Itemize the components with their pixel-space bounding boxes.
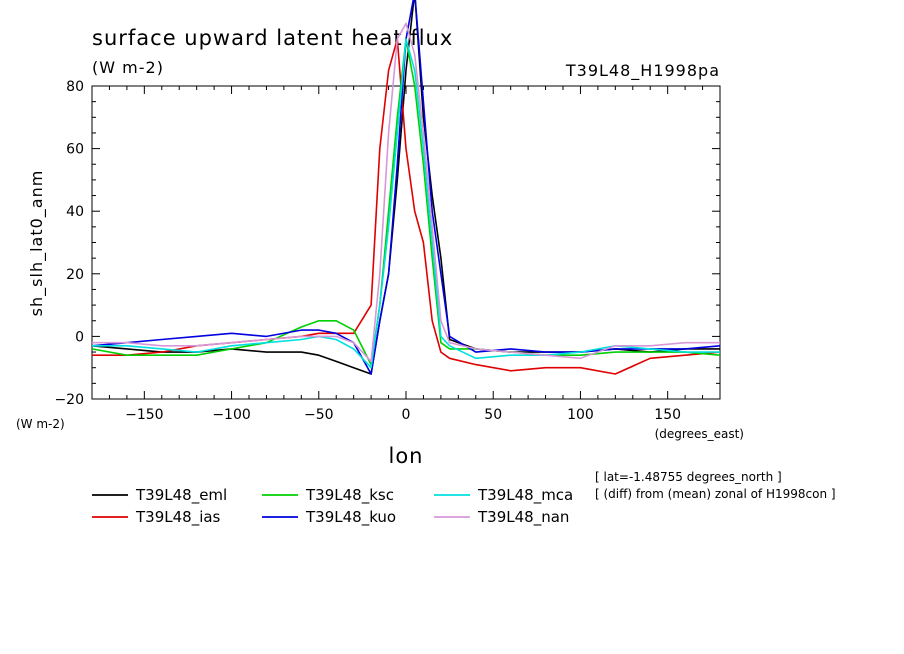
legend-label: T39L48_kuo bbox=[305, 508, 396, 527]
chart-title: surface upward latent heat flux bbox=[92, 26, 453, 50]
annotation-latitude: [ lat=-1.48755 degrees_north ] bbox=[595, 470, 782, 484]
x-tick-label: 150 bbox=[654, 407, 681, 423]
run-label: T39L48_H1998pa bbox=[565, 61, 720, 81]
legend-label: T39L48_ias bbox=[135, 508, 221, 527]
x-tick-label: −100 bbox=[212, 407, 250, 423]
y-tick-label: −20 bbox=[54, 392, 84, 408]
legend-label: T39L48_ksc bbox=[305, 486, 394, 505]
x-tick-label: 50 bbox=[484, 407, 502, 423]
x-tick-label: −50 bbox=[304, 407, 334, 423]
x-tick-label: 100 bbox=[567, 407, 594, 423]
series-line-t39l48-kuo bbox=[91, 0, 721, 375]
series-line-t39l48-eml bbox=[91, 0, 720, 375]
x-tick-label: −150 bbox=[125, 407, 163, 423]
legend-label: T39L48_nan bbox=[477, 508, 569, 527]
x-axis-units: (degrees_east) bbox=[655, 427, 744, 441]
series-line-t39l48-mca bbox=[92, 38, 720, 369]
legend: T39L48_eml T39L48_ias T39L48_ksc T39L48_kuo… bbox=[92, 486, 573, 527]
y-axis-units: (W m-2) bbox=[16, 417, 65, 431]
legend-label: T39L48_mca bbox=[477, 486, 573, 505]
annotation-diff: [ (diff) from (mean) zonal of H1998con ] bbox=[595, 487, 836, 501]
series-line-t39l48-nan bbox=[92, 22, 720, 363]
y-axis-ticks: −20 0 20 40 60 80 bbox=[54, 79, 720, 408]
chart-units: (W m-2) bbox=[92, 58, 164, 77]
legend-label: T39L48_eml bbox=[135, 486, 227, 505]
y-tick-label: 40 bbox=[66, 204, 84, 220]
x-axis-label: lon bbox=[389, 444, 424, 468]
y-tick-label: 60 bbox=[66, 142, 84, 158]
series-layer bbox=[91, 0, 721, 375]
x-axis-ticks: −150 −100 −50 0 50 100 150 bbox=[91, 86, 721, 423]
y-tick-label: 0 bbox=[75, 329, 84, 345]
x-tick-label: 0 bbox=[402, 407, 411, 423]
y-tick-label: 80 bbox=[66, 79, 84, 95]
y-tick-label: 20 bbox=[66, 267, 84, 283]
y-axis-label: sh_slh_lat0_anm bbox=[27, 170, 47, 317]
